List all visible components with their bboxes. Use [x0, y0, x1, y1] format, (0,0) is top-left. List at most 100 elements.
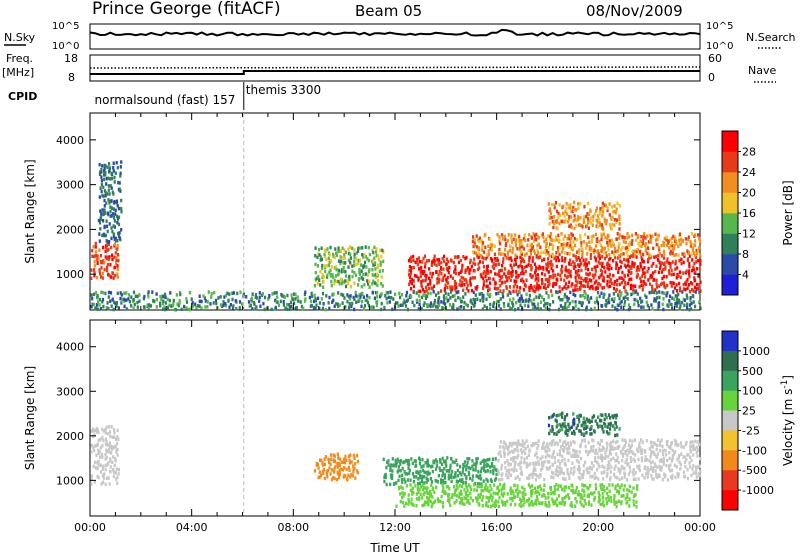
- data-cell: [460, 472, 463, 477]
- data-cell: [448, 266, 451, 270]
- data-cell: [329, 457, 332, 462]
- data-cell: [349, 297, 352, 301]
- data-cell: [493, 256, 496, 261]
- data-cell: [575, 458, 578, 463]
- data-cell: [481, 260, 484, 265]
- data-cell: [461, 263, 464, 268]
- data-cell: [377, 263, 380, 268]
- data-cell: [606, 237, 609, 241]
- data-region: [547, 200, 621, 231]
- data-cell: [611, 281, 614, 286]
- data-cell: [114, 457, 117, 461]
- data-cell: [107, 188, 110, 192]
- data-cell: [588, 219, 592, 223]
- data-cell: [463, 300, 466, 305]
- data-cell: [671, 306, 674, 310]
- data-cell: [497, 271, 501, 276]
- data-cell: [620, 280, 624, 285]
- data-cell: [662, 281, 666, 285]
- data-cell: [571, 431, 574, 435]
- data-cell: [325, 470, 328, 474]
- data-cell: [549, 237, 552, 242]
- data-cell: [396, 457, 399, 462]
- data-cell: [492, 471, 495, 476]
- data-cell: [539, 468, 542, 472]
- data-cell: [664, 285, 667, 290]
- data-cell: [159, 304, 162, 308]
- data-cell: [340, 460, 343, 465]
- data-cell: [119, 171, 122, 176]
- data-cell: [440, 289, 443, 293]
- data-cell: [609, 475, 612, 480]
- data-cell: [499, 445, 502, 449]
- data-cell: [106, 240, 109, 244]
- data-cell: [606, 261, 609, 266]
- data-cell: [612, 292, 615, 296]
- colorbar-tick-label: 1000: [742, 345, 770, 358]
- data-cell: [321, 275, 324, 280]
- data-cell: [536, 474, 539, 478]
- data-cell: [565, 295, 568, 299]
- data-cell: [438, 303, 441, 307]
- data-cell: [401, 466, 404, 471]
- data-cell: [147, 305, 150, 310]
- data-cell: [90, 474, 93, 478]
- data-cell: [477, 476, 480, 480]
- data-cell: [527, 299, 530, 304]
- data-cell: [596, 264, 599, 268]
- data-cell: [587, 220, 590, 225]
- data-cell: [418, 294, 421, 298]
- data-cell: [333, 476, 336, 481]
- data-cell: [626, 488, 629, 492]
- data-cell: [376, 283, 379, 288]
- data-cell: [134, 294, 137, 298]
- data-cell: [109, 184, 112, 188]
- data-cell: [385, 465, 388, 470]
- data-cell: [322, 468, 325, 472]
- data-cell: [562, 477, 565, 481]
- data-cell: [539, 255, 542, 259]
- data-cell: [326, 474, 329, 479]
- data-cell: [284, 306, 287, 310]
- data-cell: [368, 285, 371, 289]
- data-cell: [454, 474, 457, 479]
- data-cell: [596, 299, 599, 303]
- data-cell: [558, 289, 561, 294]
- data-cell: [487, 244, 490, 248]
- data-cell: [338, 249, 341, 253]
- data-cell: [494, 457, 497, 461]
- data-cell: [558, 465, 561, 470]
- data-cell: [629, 306, 632, 310]
- data-cell: [581, 483, 584, 487]
- data-cell: [535, 489, 538, 494]
- data-cell: [611, 250, 614, 254]
- data-cell: [551, 246, 554, 251]
- data-cell: [696, 286, 699, 291]
- data-cell: [536, 254, 539, 258]
- data-cell: [438, 269, 441, 274]
- x-tick-label: 04:00: [176, 521, 208, 534]
- data-cell: [630, 266, 633, 270]
- data-cell: [433, 259, 436, 263]
- data-cell: [575, 208, 578, 212]
- data-cell: [263, 295, 267, 300]
- data-cell: [564, 440, 567, 444]
- data-cell: [499, 252, 503, 256]
- data-cell: [471, 474, 474, 478]
- data-cell: [493, 252, 496, 257]
- data-cell: [409, 279, 412, 284]
- data-cell: [434, 293, 438, 297]
- data-cell: [210, 295, 213, 299]
- data-cell: [694, 304, 697, 309]
- data-cell: [132, 306, 135, 310]
- data-cell: [570, 425, 573, 429]
- data-cell: [578, 429, 581, 433]
- data-cell: [132, 290, 136, 295]
- data-cell: [465, 302, 468, 307]
- data-cell: [533, 251, 537, 256]
- data-cell: [121, 297, 124, 302]
- data-cell: [512, 492, 515, 496]
- data-cell: [599, 207, 602, 211]
- data-cell: [351, 269, 354, 273]
- data-cell: [331, 300, 334, 304]
